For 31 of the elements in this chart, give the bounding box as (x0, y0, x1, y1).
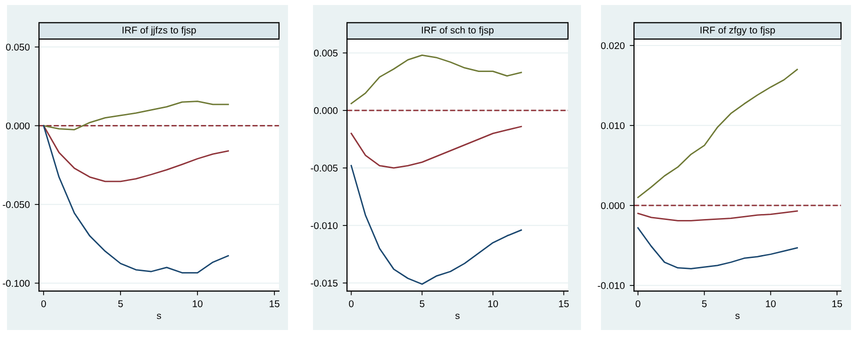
x-tick-label: 0 (348, 300, 354, 308)
y-tick-label: 0.050 (6, 44, 30, 51)
x-axis-title: s (455, 314, 460, 320)
y-tick-label: 0.000 (6, 122, 30, 130)
x-tick-label: 0 (41, 300, 46, 308)
x-axis-title: s (156, 314, 162, 320)
y-tick-label: 0.000 (314, 107, 338, 114)
y-tick-label: 0.010 (601, 122, 625, 130)
y-tick-label: -0.010 (310, 222, 338, 230)
x-tick-label: 10 (192, 300, 202, 308)
y-tick-label: -0.010 (598, 282, 625, 290)
y-tick-label: 0.000 (601, 202, 625, 210)
x-tick-label: 5 (420, 300, 424, 308)
chart-title: IRF of jjfzs to fjsp (122, 26, 196, 36)
x-tick-label: 5 (702, 300, 707, 308)
x-tick-label: 10 (488, 300, 498, 308)
x-tick-label: 0 (636, 300, 640, 308)
chart-title: IRF of zfgy to fjsp (700, 26, 775, 36)
y-tick-label: 0.005 (314, 50, 338, 57)
y-tick-label: 0.020 (601, 42, 625, 50)
y-tick-label: -0.015 (310, 280, 338, 287)
x-tick-label: 15 (559, 300, 569, 308)
x-tick-label: 15 (832, 300, 842, 308)
chart-title: IRF of sch to fjsp (422, 26, 494, 36)
x-tick-label: 10 (766, 300, 776, 308)
x-axis-title: s (735, 314, 740, 320)
x-tick-label: 5 (118, 300, 123, 308)
x-tick-label: 15 (270, 300, 280, 308)
y-tick-label: -0.050 (2, 201, 30, 208)
y-tick-label: -0.005 (310, 164, 338, 172)
y-tick-label: -0.100 (2, 280, 30, 287)
